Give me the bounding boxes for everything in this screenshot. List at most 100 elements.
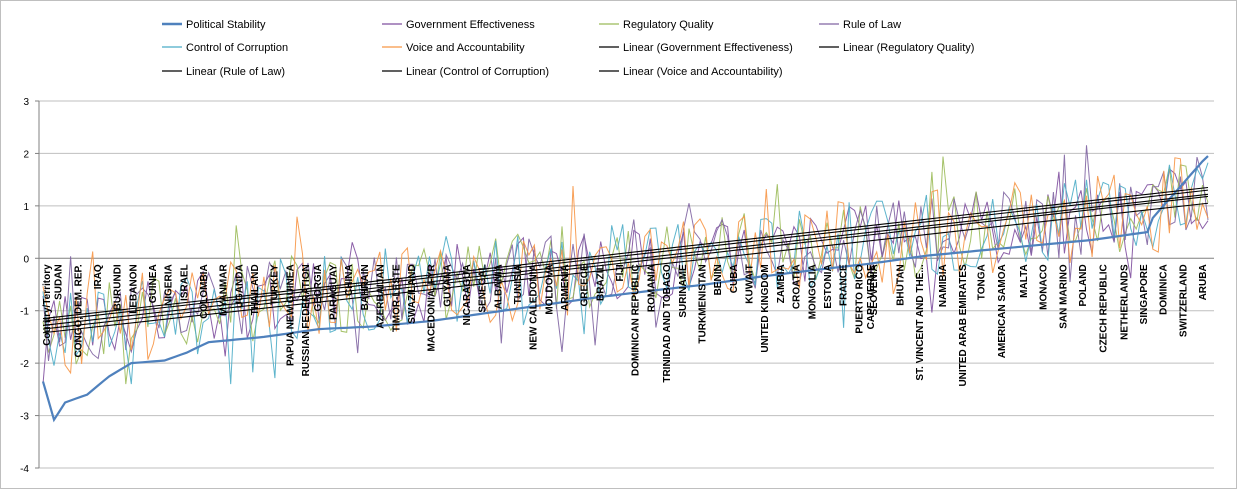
x-category-label: ROMANIA <box>646 264 657 312</box>
x-category-label: ALBANIA <box>493 264 504 309</box>
x-category-label: NIGERIA <box>164 264 175 306</box>
x-category-label: GREECE <box>580 264 591 307</box>
x-category-label: CUBA <box>729 264 740 293</box>
y-tick-label: -4 <box>20 464 29 475</box>
x-category-label: SLOVENIA <box>869 264 880 315</box>
y-tick-label: -1 <box>20 307 29 318</box>
x-category-label: GUINEA <box>148 264 159 303</box>
x-category-label: TONGA <box>976 264 987 300</box>
x-category-label: UGANDA <box>234 264 245 308</box>
x-category-label: SAN MARINO <box>1058 264 1069 329</box>
x-category-label: MALTA <box>1019 264 1030 298</box>
x-category-label: TIMOR-LESTE <box>391 264 402 332</box>
x-category-label: TURKMENISTAN <box>697 264 708 343</box>
y-tick-label: -2 <box>20 359 29 370</box>
x-category-label: CONGO, DEM. REP. <box>73 264 84 357</box>
x-category-label: SWITZERLAND <box>1178 264 1189 337</box>
x-category-label: RUSSIAN FEDERATION <box>301 264 312 376</box>
x-category-label: FRANCE <box>839 264 850 306</box>
legend-label: Government Effectiveness <box>406 19 535 31</box>
series-line-voice-and-accountability <box>42 157 1209 375</box>
x-category-label: MONACO <box>1039 264 1050 310</box>
legend: Political Stability Government Effectiven… <box>162 19 974 78</box>
x-category-label: MONGOLIA <box>807 264 818 319</box>
trendline-linear-voice-and-accountability- <box>42 186 1209 320</box>
x-category-label: PUERTO RICO <box>854 264 865 333</box>
x-category-label: BRAZIL <box>595 264 606 301</box>
y-tick-label: 1 <box>23 202 29 213</box>
series-line-political-stability <box>41 155 1209 423</box>
x-category-label: THAILAND <box>250 264 261 315</box>
x-category-label: BHUTAN <box>896 264 907 305</box>
x-category-label: ISRAEL <box>179 264 190 301</box>
legend-label: Control of Corruption <box>186 42 288 54</box>
x-category-label: FIJI <box>615 264 626 281</box>
legend-label: Rule of Law <box>843 19 901 31</box>
legend-label: Regulatory Quality <box>623 19 714 31</box>
x-category-label: BAHRAIN <box>360 264 371 310</box>
legend-label: Voice and Accountability <box>406 42 525 54</box>
x-category-label: NICARAGUA <box>462 264 473 325</box>
trendline-linear-rule-of-law- <box>42 202 1209 334</box>
x-category-label: DOMINICA <box>1159 264 1170 315</box>
y-tick-label: 3 <box>23 97 29 108</box>
trendline-layer <box>42 186 1209 334</box>
x-category-label: GEORGIA <box>313 264 324 311</box>
x-category-label: KUWAIT <box>745 264 756 303</box>
x-category-label: CAPE VERDE <box>866 264 877 329</box>
y-tick-label: 2 <box>23 149 29 160</box>
x-category-label: MACEDONIA, FYR <box>427 264 438 352</box>
x-category-label: Country/Territory <box>42 264 53 346</box>
x-category-label: BURUNDI <box>113 264 124 310</box>
x-category-label: GUYANA <box>442 264 453 306</box>
x-category-label: AMERICAN SAMOA <box>997 264 1008 358</box>
x-category-label: CZECH REPUBLIC <box>1099 264 1110 352</box>
x-category-label: DOMINICAN REPUBLIC <box>631 264 642 376</box>
y-tick-label: -3 <box>20 412 29 423</box>
x-category-label: TUNISIA <box>513 264 524 304</box>
x-category-label: PAPUA NEW GUINEA <box>285 264 296 366</box>
x-category-label: UNITED ARAB EMIRATES <box>958 264 969 387</box>
x-category-label: BENIN <box>713 264 724 295</box>
x-category-label: SWAZILAND <box>407 264 418 323</box>
x-category-label: ESTONIA <box>823 264 834 308</box>
legend-label: Linear (Rule of Law) <box>186 66 285 78</box>
x-category-label: CHINA <box>344 264 355 296</box>
x-category-label: MYANMAR <box>219 264 230 316</box>
x-category-label: COLOMBIA <box>199 264 210 318</box>
x-category-label: POLAND <box>1078 264 1089 306</box>
x-category-label: AZERBAIJAN <box>376 264 387 328</box>
trendline-linear-control-of-corruption- <box>42 193 1209 326</box>
legend-label: Political Stability <box>186 19 266 31</box>
x-category-label: NETHERLANDS <box>1120 264 1131 340</box>
x-category-label: ARUBA <box>1198 264 1209 300</box>
trendline-linear-regulatory-quality- <box>42 189 1209 322</box>
x-category-label: SURINAME <box>678 264 689 318</box>
x-category-label: TURKEY <box>270 264 281 305</box>
x-category-label: MOLDOVA <box>544 264 555 314</box>
x-category-label: TRINIDAD AND TOBAGO <box>662 264 673 383</box>
trendline-linear-government-effectiveness- <box>42 195 1209 330</box>
y-axis: -4 -3 -2 -1 0 1 2 3 <box>20 97 40 475</box>
x-axis-labels: Country/Territory SUDAN CONGO, DEM. REP. IR… <box>42 264 1209 387</box>
x-category-label: SENEGAL <box>478 264 489 312</box>
x-category-label: ARMENIA <box>560 264 571 311</box>
x-category-label: SINGAPORE <box>1139 264 1150 324</box>
legend-label: Linear (Control of Corruption) <box>406 66 549 78</box>
gridlines <box>39 100 1214 469</box>
x-category-label: CROATIA <box>792 264 803 309</box>
x-category-label: PARAGUAY <box>329 264 340 320</box>
x-category-label: IRAQ <box>93 264 104 289</box>
legend-label: Linear (Government Effectiveness) <box>623 42 793 54</box>
x-category-label: LEBANON <box>128 264 139 313</box>
x-category-label: NAMIBIA <box>938 264 949 307</box>
x-category-label: NEW CALEDONIA <box>529 264 540 350</box>
legend-label: Linear (Voice and Accountability) <box>623 66 783 78</box>
x-category-label: SUDAN <box>54 264 65 300</box>
y-tick-label: 0 <box>23 254 29 265</box>
x-category-label: ST. VINCENT AND THE... <box>915 264 926 381</box>
x-category-label: UNITED KINGDOM <box>760 264 771 352</box>
legend-label: Linear (Regulatory Quality) <box>843 42 974 54</box>
